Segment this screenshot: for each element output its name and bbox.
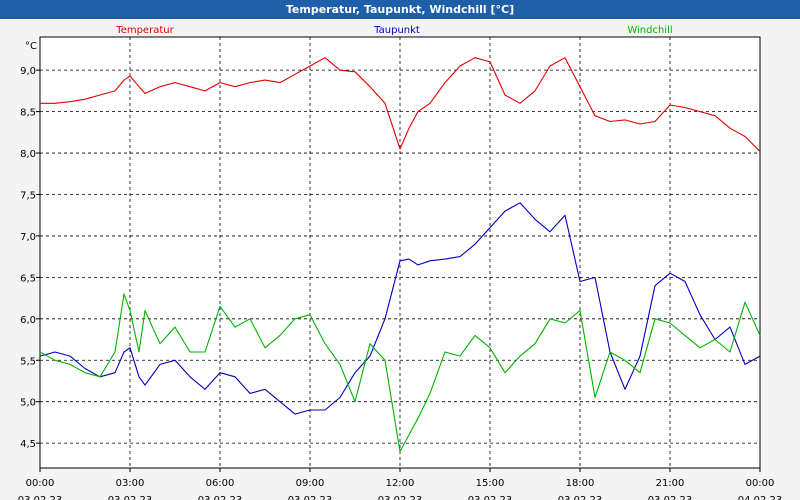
x-tick-label-time: 03:00	[116, 478, 145, 489]
y-tick-label: 9,0	[20, 66, 36, 77]
x-tick-label-date: 03.02.23	[198, 495, 243, 500]
x-tick-label-time: 12:00	[386, 478, 415, 489]
grid	[40, 37, 760, 468]
x-tick-label-date: 03.02.23	[558, 495, 603, 500]
x-tick-label-time: 15:00	[476, 478, 505, 489]
x-tick-label-date: 03.02.23	[378, 495, 423, 500]
x-tick-label-time: 00:00	[746, 478, 775, 489]
legend-item-taupunkt: Taupunkt	[373, 25, 420, 36]
x-tick-label-time: 21:00	[656, 478, 685, 489]
legend: Temperatur Taupunkt Windchill	[115, 25, 672, 36]
series-line-temperatur	[40, 57, 761, 152]
x-tick-label-time: 06:00	[206, 478, 235, 489]
x-tick-label-time: 00:00	[26, 478, 55, 489]
x-tick-label-date: 04.02.23	[738, 495, 783, 500]
y-tick-label: 7,5	[20, 190, 36, 201]
y-tick-label: 8,5	[20, 108, 36, 119]
x-tick-label-date: 03.02.23	[468, 495, 513, 500]
y-tick-label: 4,5	[20, 439, 36, 450]
x-axis: 00:00 03.02.23 03:00 03.02.23 06:00 03.02.23 0…	[18, 468, 783, 500]
x-tick-label-date: 03.02.23	[648, 495, 693, 500]
legend-item-temperatur: Temperatur	[115, 25, 174, 36]
x-tick-label-date: 03.02.23	[108, 495, 153, 500]
x-tick-label-time: 18:00	[566, 478, 595, 489]
series-line-windchill	[39, 293, 761, 452]
x-tick-label-date: 03.02.23	[288, 495, 333, 500]
x-tick-label-date: 03.02.23	[18, 495, 63, 500]
y-tick-label: 6,5	[20, 273, 36, 284]
plot-area	[39, 36, 761, 469]
chart: 4,5 5,0 5,5 6,0 6,5 7,0 7,5 8,0 8,5 9,0 00:00 03.0…	[18, 25, 783, 500]
y-tick-label: 5,0	[20, 398, 36, 409]
y-tick-label: 8,0	[20, 149, 36, 160]
y-axis: 4,5 5,0 5,5 6,0 6,5 7,0 7,5 8,0 8,5 9,0	[20, 66, 40, 450]
y-axis-label: °C	[25, 41, 37, 52]
y-tick-label: 6,0	[20, 315, 36, 326]
series-group	[39, 57, 761, 452]
window-title: Temperatur, Taupunkt, Windchill [°C]	[0, 0, 800, 19]
y-tick-label: 7,0	[20, 232, 36, 243]
legend-item-windchill: Windchill	[627, 25, 672, 36]
series-line-taupunkt	[39, 202, 761, 415]
y-tick-label: 5,5	[20, 356, 36, 367]
x-tick-label-time: 09:00	[296, 478, 325, 489]
